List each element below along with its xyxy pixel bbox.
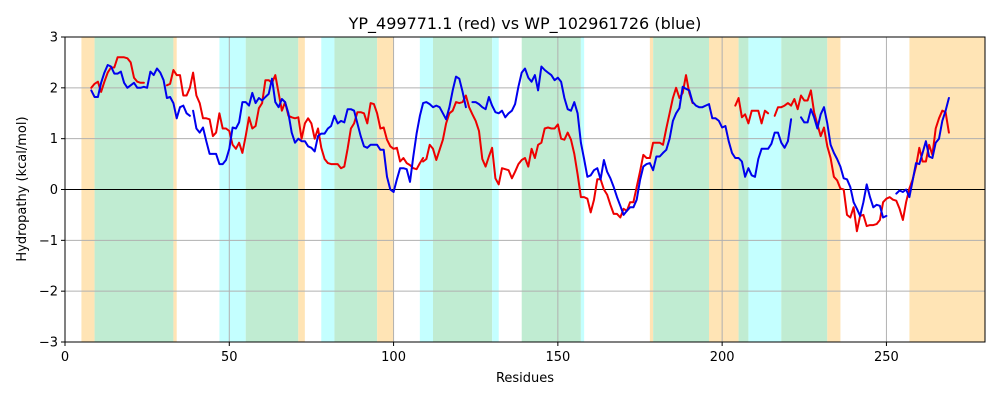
x-tick-label: 150 xyxy=(545,350,570,365)
x-tick-label: 50 xyxy=(221,350,238,365)
x-tick-label: 250 xyxy=(874,350,899,365)
x-axis-label: Residues xyxy=(496,371,554,386)
y-tick-label: 3 xyxy=(50,31,58,46)
blue-series-segment-0 xyxy=(90,64,191,120)
red-series-segment-2 xyxy=(422,74,694,219)
x-tick-label: 0 xyxy=(61,350,69,365)
red-series-segment-3 xyxy=(734,97,770,125)
blue-series-segment-1 xyxy=(192,75,467,193)
y-axis-ticks: −3 −2 −1 0 1 2 3 xyxy=(39,31,65,351)
y-tick-label: −3 xyxy=(39,336,58,351)
y-tick-label: 1 xyxy=(50,132,58,147)
y-axis-label: Hydropathy (kcal/mol) xyxy=(15,116,30,261)
red-series-segment-1 xyxy=(165,69,425,171)
y-tick-label: 0 xyxy=(50,183,58,198)
red-series-segment-4 xyxy=(773,89,950,233)
series-lines xyxy=(90,56,950,233)
y-tick-label: −2 xyxy=(39,285,58,300)
x-axis-ticks: 0 50 100 150 200 250 xyxy=(61,342,899,365)
blue-series-segment-3 xyxy=(800,106,888,219)
y-tick-label: −1 xyxy=(39,234,58,249)
y-tick-label: 2 xyxy=(50,81,58,96)
x-tick-label: 100 xyxy=(381,350,406,365)
x-tick-label: 200 xyxy=(710,350,735,365)
blue-series-segment-2 xyxy=(471,65,793,216)
blue-series-segment-4 xyxy=(895,97,950,199)
chart-title: YP_499771.1 (red) vs WP_102961726 (blue) xyxy=(348,14,702,34)
